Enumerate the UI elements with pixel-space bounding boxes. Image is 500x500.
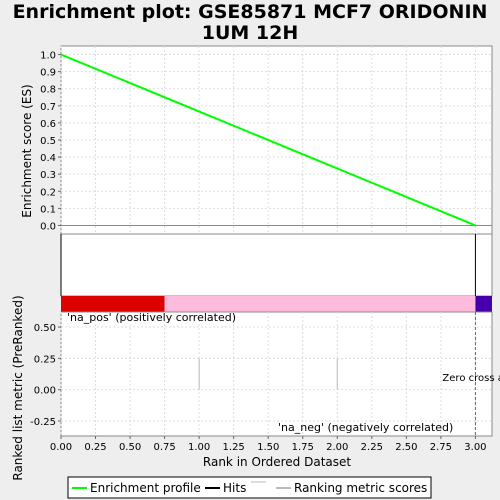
- metric-y-tick-label: 0.50: [34, 323, 56, 334]
- es-y-ticks: 0.0 0.1 0.2 0.3 0.4 0.5 0.6 0.7 0.8 0.9 1.0: [40, 51, 61, 232]
- es-y-label: Enrichment score (ES): [20, 84, 34, 217]
- metric-y-ticks: -0.25 0.00 0.25 0.50: [30, 323, 61, 428]
- x-tick-label: 0.25: [84, 442, 106, 453]
- metric-y-tick-label: 0.00: [34, 386, 56, 397]
- x-tick-label: 1.00: [188, 442, 210, 453]
- x-tick-label: 1.75: [292, 442, 314, 453]
- es-y-tick-label: 0.4: [40, 153, 56, 164]
- metric-y-tick-label: 0.25: [34, 354, 56, 365]
- ranked-list-colorbar: [61, 296, 492, 312]
- legend-item-profile: Enrichment profile: [90, 481, 201, 495]
- metric-plot-area: [60, 311, 493, 437]
- legend-item-hits: Hits: [223, 481, 246, 495]
- metric-y-label: Ranked list metric (PreRanked): [11, 295, 25, 480]
- es-y-tick-label: 0.1: [40, 204, 56, 215]
- x-tick-label: 2.50: [395, 442, 417, 453]
- es-y-tick-label: 0.2: [40, 187, 56, 198]
- title-line-1: Enrichment plot: GSE85871 MCF7 ORIDONIN: [12, 1, 488, 23]
- x-tick-label: 2.00: [326, 442, 348, 453]
- x-tick-label: 2.25: [361, 442, 383, 453]
- metric-marks: [198, 358, 338, 390]
- es-y-tick-label: 0.9: [40, 68, 56, 79]
- es-y-tick-label: 0.8: [40, 85, 56, 96]
- hits-marks: [60, 234, 476, 296]
- es-y-tick-label: 0.6: [40, 119, 56, 130]
- es-y-tick-label: 0.5: [40, 136, 56, 147]
- x-tick-label: 0.75: [153, 442, 175, 453]
- x-tick-label: 2.75: [430, 442, 452, 453]
- metric-y-tick-label: -0.25: [30, 417, 56, 428]
- legend-item-metric: Ranking metric scores: [294, 481, 427, 495]
- colorbar-negative: [475, 296, 492, 312]
- x-tick-label: 1.25: [223, 442, 245, 453]
- title-line-2: 1UM 12H: [201, 22, 299, 44]
- es-y-tick-label: 0.3: [40, 170, 56, 181]
- x-axis-ticks: 0.00 0.25 0.50 0.75 1.00 1.25 1.50 1.75 2.00 2.25…: [50, 436, 487, 453]
- es-y-tick-label: 0.7: [40, 102, 56, 113]
- x-tick-label: 1.50: [257, 442, 279, 453]
- x-tick-label: 3.00: [464, 442, 486, 453]
- es-y-tick-label: 1.0: [40, 51, 56, 62]
- es-grid: [60, 46, 492, 234]
- legend: [67, 476, 432, 499]
- x-axis-label: Rank in Ordered Dataset: [203, 455, 351, 469]
- zero-cross-label: Zero cross at 3: [442, 373, 500, 384]
- chart-title: Enrichment plot: GSE85871 MCF7 ORIDONIN …: [0, 2, 500, 44]
- x-tick-label: 0.00: [50, 442, 72, 453]
- colorbar-middle: [164, 296, 476, 312]
- negative-label: 'na_neg' (negatively correlated): [278, 421, 453, 434]
- colorbar-positive: [61, 296, 165, 312]
- x-tick-label: 0.50: [119, 442, 141, 453]
- positive-label: 'na_pos' (positively correlated): [67, 311, 236, 324]
- enrichment-profile-line: [60, 53, 476, 227]
- hits-panel: [60, 233, 493, 297]
- es-y-tick-label: 0.0: [40, 221, 56, 232]
